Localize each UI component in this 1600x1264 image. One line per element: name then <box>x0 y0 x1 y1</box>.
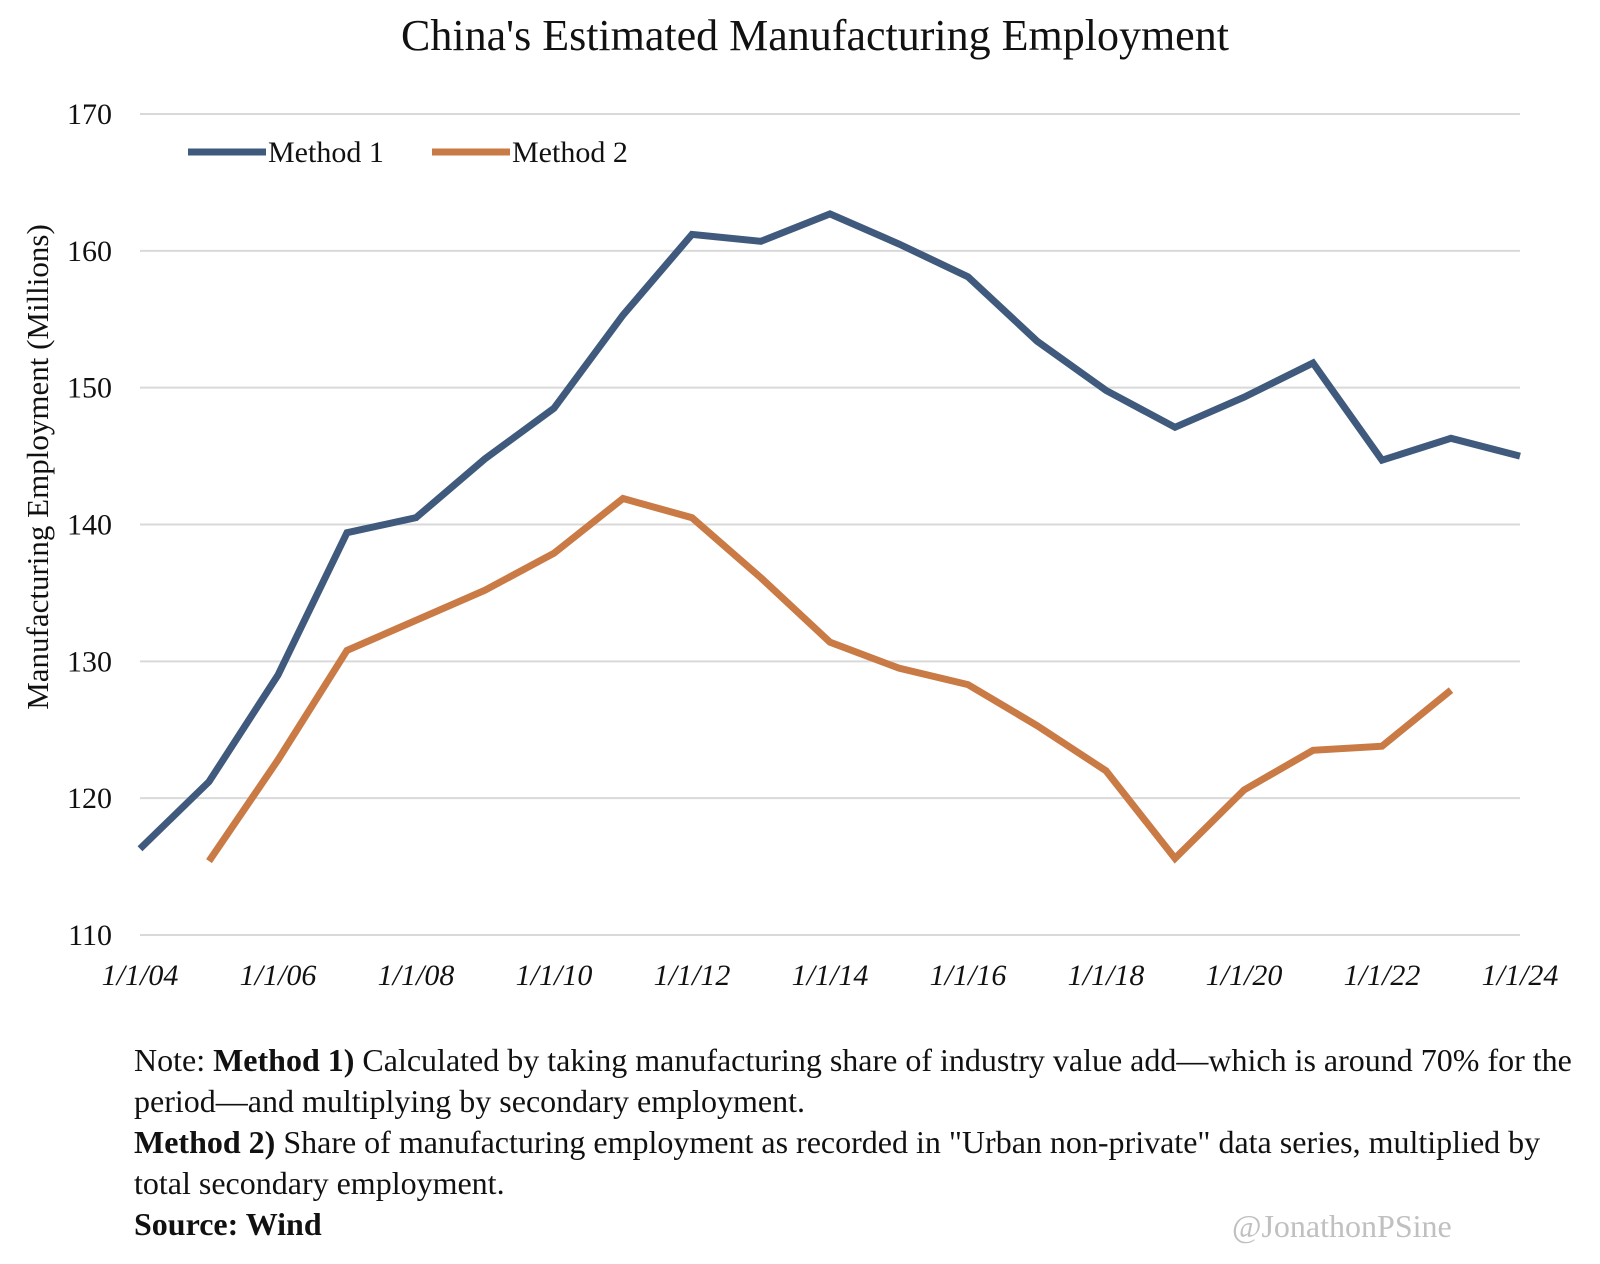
gridlines <box>140 113 1520 936</box>
y-tick-label: 160 <box>67 235 112 268</box>
x-tick-label: 1/1/12 <box>654 959 731 992</box>
line-chart: 110 120 130 140 150 160 170 1/1/04 1/1/06 1/1/08… <box>20 98 1559 992</box>
x-tick-label: 1/1/20 <box>1206 959 1283 992</box>
y-tick-label: 130 <box>67 645 112 678</box>
series-line-method-1 <box>137 210 1521 852</box>
y-tick-label: 170 <box>67 98 112 131</box>
series-line-method-2 <box>206 494 1454 864</box>
x-tick-label: 1/1/10 <box>516 959 593 992</box>
chart-title: China's Estimated Manufacturing Employme… <box>401 11 1229 60</box>
x-tick-label: 1/1/22 <box>1344 959 1421 992</box>
y-axis-label: Manufacturing Employment (Millions) <box>20 224 55 710</box>
x-tick-label: 1/1/18 <box>1068 959 1145 992</box>
legend: Method 1 Method 2 <box>188 136 628 169</box>
y-tick-label: 110 <box>68 919 112 952</box>
x-tick-label: 1/1/16 <box>930 959 1007 992</box>
y-tick-label: 120 <box>67 782 112 815</box>
legend-label-method-1: Method 1 <box>268 136 384 169</box>
note-method-2-text: Share of manufacturing employment as rec… <box>134 1124 1541 1201</box>
note-prefix: Note: <box>134 1042 214 1078</box>
x-tick-label: 1/1/24 <box>1482 959 1559 992</box>
y-axis-ticks: 110 120 130 140 150 160 170 <box>67 98 112 952</box>
note-method-2: Method 2) Share of manufacturing employm… <box>134 1122 1574 1204</box>
watermark: @JonathonPSine <box>1232 1208 1452 1244</box>
x-tick-label: 1/1/08 <box>378 959 455 992</box>
note-source: Source: Wind <box>134 1204 1574 1245</box>
x-tick-label: 1/1/06 <box>240 959 317 992</box>
note-method-1: Note: Method 1) Calculated by taking man… <box>134 1040 1574 1122</box>
x-tick-label: 1/1/14 <box>792 959 869 992</box>
y-tick-label: 140 <box>67 509 112 542</box>
series-lines <box>137 210 1521 864</box>
legend-label-method-2: Method 2 <box>512 136 628 169</box>
note-method-1-text: Calculated by taking manufacturing share… <box>134 1042 1572 1119</box>
note-method-1-label: Method 1) <box>213 1042 355 1078</box>
source-text: Source: Wind <box>134 1206 322 1242</box>
note-method-2-label: Method 2) <box>134 1124 276 1160</box>
x-axis-ticks: 1/1/04 1/1/06 1/1/08 1/1/10 1/1/12 1/1/14 1/1/… <box>102 959 1559 992</box>
y-tick-label: 150 <box>67 372 112 405</box>
notes: Note: Method 1) Calculated by taking man… <box>134 1040 1574 1245</box>
x-tick-label: 1/1/04 <box>102 959 179 992</box>
